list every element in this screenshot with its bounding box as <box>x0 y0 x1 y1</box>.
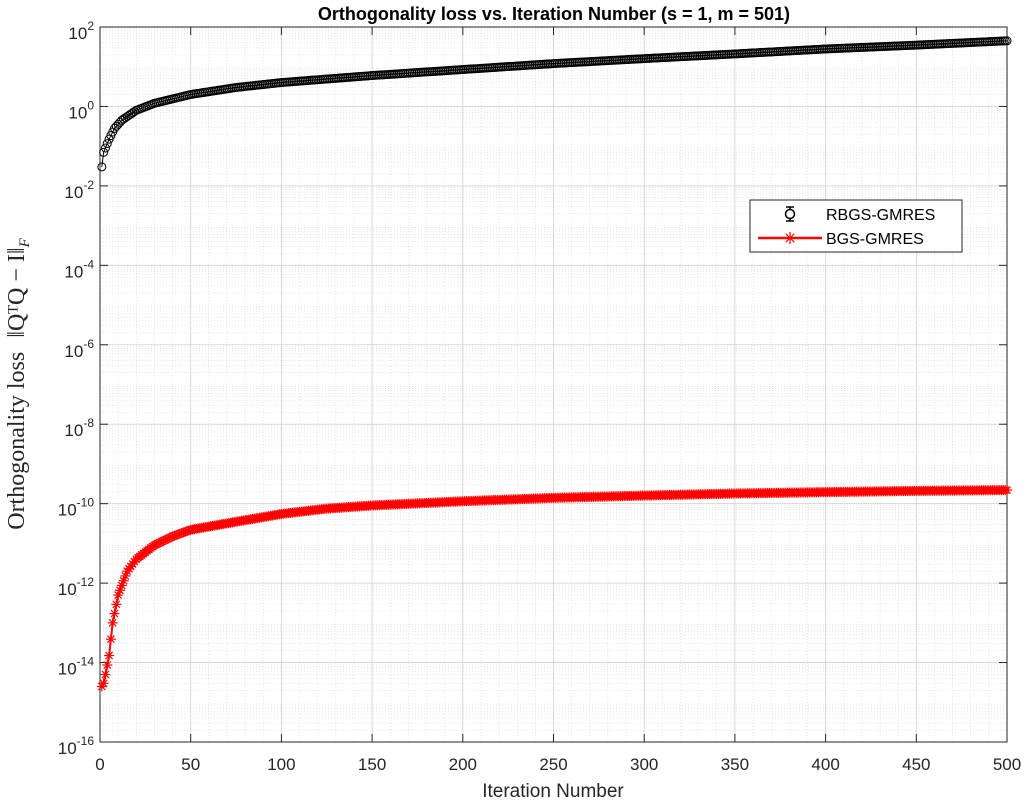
y-tick-exponent: -6 <box>83 337 94 351</box>
data-point <box>109 608 120 619</box>
data-point <box>1002 485 1012 496</box>
x-tick-label: 500 <box>993 755 1021 774</box>
y-tick-base: 10 <box>68 103 87 122</box>
y-tick-base: 10 <box>68 24 87 43</box>
y-tick-base: 10 <box>64 342 83 361</box>
y-tick-label: 10-8 <box>64 416 94 440</box>
y-tick-exponent: -12 <box>77 575 95 589</box>
data-point <box>100 143 110 153</box>
series-bgs-gmres <box>96 485 1012 692</box>
y-tick-label: 102 <box>68 19 94 43</box>
x-tick-label: 250 <box>539 755 567 774</box>
data-point <box>104 650 115 661</box>
y-tick-label: 10-4 <box>64 257 94 281</box>
x-tick-label: 50 <box>181 755 200 774</box>
y-axis-label-math-subscript: F <box>17 237 33 248</box>
x-tick-label: 0 <box>95 755 104 774</box>
data-point <box>97 162 107 172</box>
data-point <box>99 147 109 157</box>
legend-marker <box>784 208 796 220</box>
y-axis-label: Orthogonality loss ‖QᵀQ − I‖F <box>4 237 33 529</box>
x-tick-label: 350 <box>721 755 749 774</box>
y-tick-label: 100 <box>68 98 94 122</box>
legend-entries: RBGS-GMRES BGS-GMRES <box>758 206 935 248</box>
y-tick-exponent: -10 <box>77 496 95 510</box>
legend-box <box>749 199 963 253</box>
data-point <box>98 678 109 689</box>
y-tick-base: 10 <box>64 421 83 440</box>
y-tick-label: 10-2 <box>64 178 94 202</box>
y-tick-label: 10-12 <box>58 575 95 599</box>
data-point <box>105 634 116 645</box>
y-tick-exponent: -14 <box>77 655 95 669</box>
legend-marker <box>784 232 796 244</box>
legend-label: BGS-GMRES <box>826 231 924 248</box>
x-tick-label: 300 <box>630 755 658 774</box>
axis-ticks <box>99 26 1008 743</box>
y-tick-exponent: -2 <box>83 178 94 192</box>
x-tick-label: 150 <box>358 755 386 774</box>
y-tick-exponent: -4 <box>83 257 94 271</box>
x-tick-label: 400 <box>811 755 839 774</box>
data-point <box>107 617 118 628</box>
y-tick-base: 10 <box>58 660 77 679</box>
x-axis-label: Iteration Number <box>482 781 624 801</box>
x-tick-labels: 0 50 100 150 200 250 300 350 400 450 500 <box>95 755 1021 774</box>
series-layer <box>96 36 1012 692</box>
x-tick-label: 100 <box>267 755 295 774</box>
legend-label: RBGS-GMRES <box>826 207 935 224</box>
legend-entry-rbgs-gmres: RBGS-GMRES <box>784 206 935 224</box>
y-tick-label: 10-14 <box>58 655 95 679</box>
x-tick-label: 200 <box>449 755 477 774</box>
data-point <box>111 599 122 610</box>
data-point <box>1002 36 1012 46</box>
legend-entry-bgs-gmres: BGS-GMRES <box>758 231 924 248</box>
y-tick-base: 10 <box>58 739 77 758</box>
data-point <box>100 669 111 680</box>
data-point <box>102 660 113 671</box>
chart-title: Orthogonality loss vs. Iteration Number … <box>318 4 790 24</box>
x-tick-label: 450 <box>902 755 930 774</box>
y-axis-label-math: ‖QᵀQ − I‖ <box>4 247 30 337</box>
y-tick-base: 10 <box>58 580 77 599</box>
legend: RBGS-GMRES BGS-GMRES <box>749 199 963 253</box>
data-point <box>102 139 112 149</box>
y-tick-exponent: -16 <box>77 734 95 748</box>
y-tick-label: 10-6 <box>64 337 94 361</box>
y-tick-label: 10-10 <box>58 496 95 520</box>
major-grid <box>99 26 1008 743</box>
y-tick-label: 10-16 <box>58 734 95 758</box>
y-tick-labels: 10-1610-1410-1210-1010-810-610-410-21001… <box>58 19 95 758</box>
y-tick-base: 10 <box>58 501 77 520</box>
y-tick-base: 10 <box>64 183 83 202</box>
series-rbgs-gmres <box>97 36 1012 172</box>
y-tick-exponent: 2 <box>87 19 94 33</box>
y-tick-exponent: -8 <box>83 416 94 430</box>
y-tick-base: 10 <box>64 262 83 281</box>
y-tick-exponent: 0 <box>87 98 94 112</box>
y-axis-label-text: Orthogonality loss <box>4 352 30 530</box>
